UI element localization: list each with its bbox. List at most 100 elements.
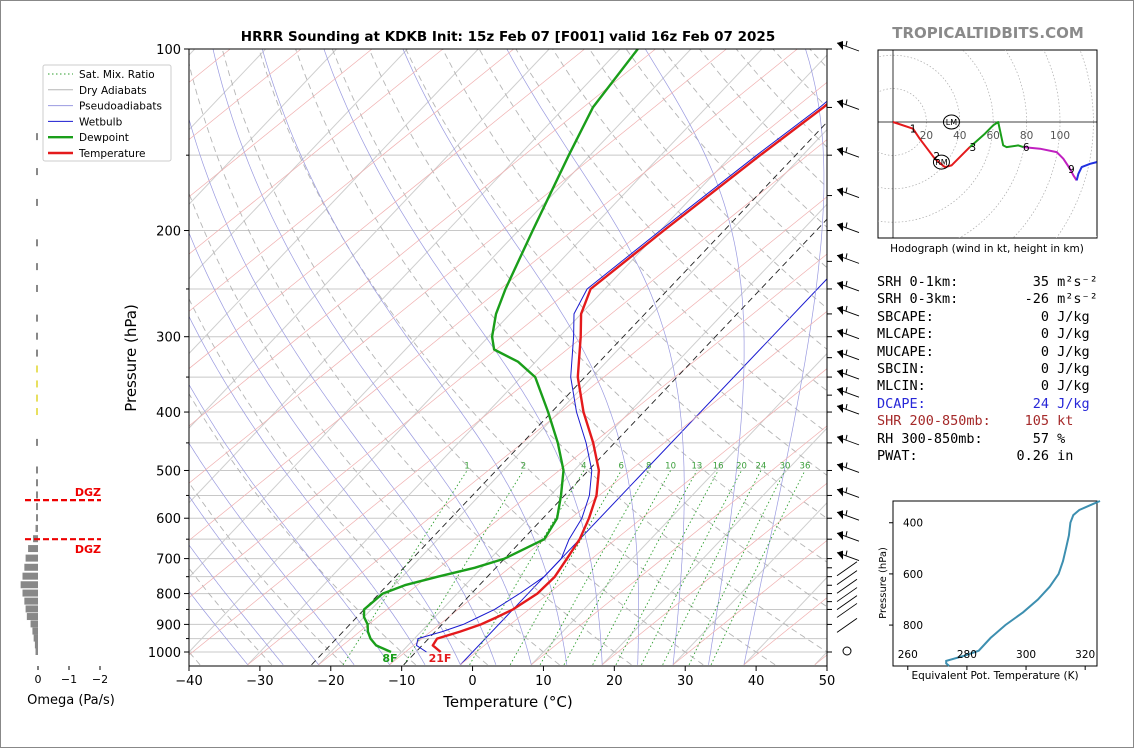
omega-bar	[36, 349, 38, 357]
omega-bar	[36, 263, 38, 271]
barb-shaft	[836, 618, 858, 633]
reference-dashed-line	[311, 121, 827, 666]
index-value: 105	[1024, 413, 1049, 430]
legend-entry: Pseudoadiabats	[79, 101, 162, 113]
theta-line	[247, 196, 827, 666]
theta-line	[189, 139, 827, 656]
dry-adiabat	[515, 49, 827, 392]
omega-bar	[30, 620, 38, 628]
skewt-y-axis-label: Pressure (hPa)	[122, 304, 140, 412]
mixing-ratio-label: 36	[800, 461, 811, 471]
theta-e-x-tick-label: 280	[957, 649, 977, 661]
barb-flag	[837, 404, 843, 414]
barb-feather	[845, 531, 848, 537]
omega-bar	[36, 438, 38, 446]
index-value: 0	[1040, 361, 1049, 377]
barb-feather	[845, 487, 848, 493]
wind-barbs	[827, 40, 860, 656]
index-label: SRH 0-3km:	[877, 291, 959, 308]
mixing-ratio-line	[641, 470, 742, 665]
barb-flag	[837, 550, 843, 560]
barb-shaft	[836, 603, 858, 618]
moist-adiabat	[261, 49, 568, 665]
mixing-ratio-line	[615, 470, 719, 666]
barb-flag	[837, 41, 843, 50]
barb-feather	[845, 510, 848, 516]
barb-feather	[845, 550, 848, 556]
omega-bar	[33, 634, 38, 642]
theta-e-y-axis-label: Pressure (hPa)	[878, 547, 889, 619]
index-row: DCAPE: 24 J/kg	[877, 396, 1090, 412]
theta-e-x-axis-label: Equivalent Pot. Temperature (K)	[911, 670, 1078, 682]
index-unit: m²s⁻²	[1049, 274, 1098, 290]
index-unit: m²s⁻²	[1049, 291, 1098, 308]
theta-e-x-tick-label: 260	[898, 649, 918, 661]
barb-shaft	[836, 578, 858, 594]
skewt-axes: −40 −30 −20 −10 0 10 20 30 40 50 100 200 300 400 500 60…	[148, 43, 835, 689]
isotherm-line	[389, 203, 827, 666]
mixing-ratio-label: 4	[581, 461, 586, 471]
hodograph-ring-label: 80	[1020, 130, 1033, 142]
index-row: MUCAPE: 0 J/kg	[877, 344, 1090, 360]
reference-dashed-line	[403, 218, 827, 666]
omega-bar	[36, 133, 38, 141]
barb-flag	[837, 462, 843, 472]
barb-feather	[845, 434, 848, 440]
mixing-ratio-label: 6	[619, 461, 624, 471]
theta-e-panel: 260 280 300 320 400 600 800	[889, 500, 1101, 670]
barb-flag	[837, 280, 843, 290]
hodograph-ring-label: 60	[987, 130, 1000, 142]
isotherm-line	[672, 502, 827, 666]
index-value: 24	[1032, 395, 1049, 412]
moist-adiabat	[189, 495, 319, 665]
mixing-ratio-line	[662, 470, 762, 665]
mixing-ratio-label: 8	[646, 461, 651, 471]
barb-flag	[837, 99, 843, 109]
dgz-label: DGZ	[75, 486, 101, 499]
omega-bar	[28, 545, 38, 553]
mixing-ratio-label: 2	[521, 461, 526, 471]
index-unit: J/kg	[1049, 395, 1090, 412]
omega-x-tick-label: −1	[61, 673, 77, 686]
profile-dewpoint	[362, 49, 639, 654]
hodograph-plot: 20 40 60 80 100 1 2 3 6 9 LM RM	[878, 50, 1097, 238]
moist-adiabat	[189, 117, 497, 665]
omega-bar	[36, 408, 38, 416]
index-value: 0.26	[1016, 448, 1049, 464]
index-unit: in	[1049, 448, 1074, 464]
isotherm-line	[189, 49, 337, 206]
hodograph-height-label: 6	[1023, 142, 1030, 154]
skewt-legend: Sat. Mix. Ratio Dry Adiabats Pseudoadiabat…	[42, 64, 172, 162]
storm-motion-marker	[942, 114, 960, 130]
dry-adiabat	[189, 392, 416, 666]
storm-motion-marker	[932, 154, 950, 170]
y-tick-label: 500	[156, 464, 181, 479]
omega-bar	[36, 198, 38, 206]
index-label: RH 300-850mb:	[877, 430, 983, 447]
index-label: MLCAPE:	[877, 326, 934, 343]
barb-shaft	[836, 595, 858, 610]
legend-entry: Wetbulb	[79, 116, 123, 128]
isotherm-line	[247, 54, 827, 666]
y-tick-label: 300	[156, 331, 181, 346]
dry-adiabat	[295, 49, 827, 653]
index-label: SBCIN:	[877, 361, 926, 377]
surface-labels: 8F 21F	[382, 652, 451, 665]
index-label: SHR 200-850mb:	[877, 413, 991, 430]
theta-line	[318, 253, 827, 666]
hodograph-height-label: 1	[910, 124, 917, 136]
calm-circle	[842, 646, 852, 656]
moist-adiabat	[189, 442, 355, 665]
omega-bar	[22, 589, 38, 597]
index-label: PWAT:	[877, 448, 918, 464]
barb-flag	[837, 369, 843, 379]
skewt-x-axis-label: Temperature (°C)	[442, 693, 572, 711]
legend-entry: Dewpoint	[79, 132, 129, 144]
barb-flag	[837, 434, 843, 444]
index-row: SHR 200-850mb: 105 kt	[877, 413, 1073, 429]
isotherm-line	[189, 49, 550, 429]
profile-temperature	[431, 102, 827, 653]
barb-feather	[845, 403, 848, 410]
